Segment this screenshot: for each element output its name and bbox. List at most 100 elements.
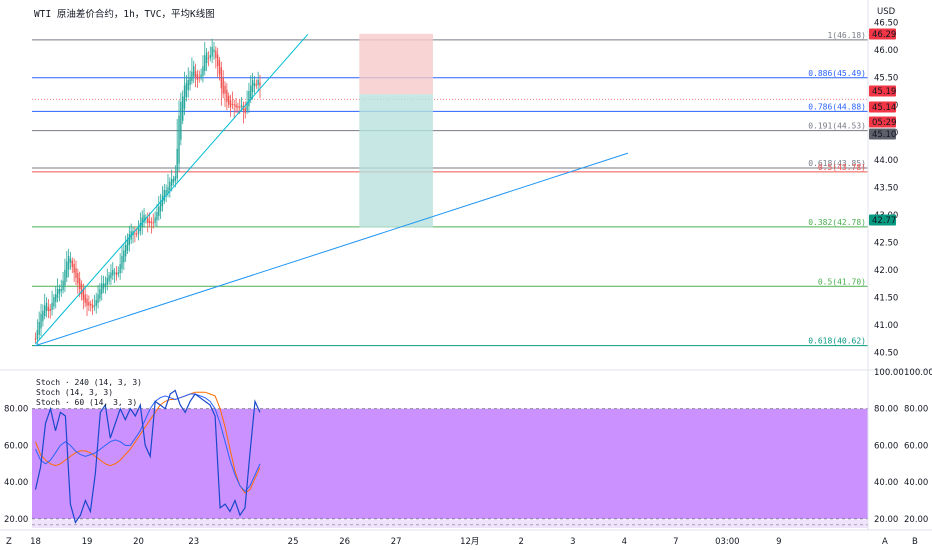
trendline[interactable]: [35, 34, 309, 345]
candle: [191, 57, 193, 85]
candle: [253, 76, 256, 94]
time-tick-label: 19: [82, 537, 93, 547]
candle: [250, 75, 252, 104]
stoch-tick-label-right: 80.00: [904, 405, 928, 415]
candle: [91, 299, 94, 315]
candle: [209, 46, 211, 62]
candle: [93, 295, 96, 311]
time-tick-label: 20: [133, 537, 144, 547]
candle: [187, 67, 189, 98]
short-position-tool[interactable]: [359, 33, 433, 228]
time-tick-label: 23: [188, 537, 199, 547]
price-tick-label: 45.50: [874, 73, 898, 83]
stoch-tick-label-left: 80.00: [4, 405, 28, 415]
price-tag: 42.77: [869, 214, 896, 226]
fib-level-label: 0.5(41.70): [818, 277, 866, 286]
stoch-tick-label-left: 60.00: [4, 441, 28, 451]
stoch-tick-label: 60.00: [874, 441, 898, 451]
candle: [38, 311, 40, 340]
price-tick-label: 41.50: [874, 293, 898, 303]
auto-scale-button[interactable]: A: [882, 537, 888, 547]
fib-level-label: 0.618(43.85): [808, 159, 866, 168]
candle: [159, 193, 162, 219]
candle: [102, 275, 105, 294]
candle: [55, 286, 57, 309]
fib-level-label: 0.786(44.88): [808, 102, 866, 111]
candle: [226, 83, 228, 111]
candle: [185, 75, 188, 102]
candle: [104, 276, 107, 294]
candle: [78, 271, 81, 298]
candle: [106, 268, 108, 291]
stoch-band-fill: [32, 408, 868, 519]
stoch-legend-entry[interactable]: Stoch · 240 (14, 3, 3): [36, 378, 142, 387]
candle: [53, 293, 55, 310]
stochastic-pane: Stoch · 240 (14, 3, 3)Stoch (14, 3, 3)St…: [32, 378, 868, 528]
candle: [237, 102, 239, 114]
candle: [113, 268, 116, 283]
stoch-outer-band: [32, 519, 868, 528]
stoch-tick-label-right: 40.00: [904, 478, 928, 488]
zoom-icon[interactable]: Z: [6, 537, 12, 547]
trendlines[interactable]: [35, 34, 629, 347]
fibonacci-levels[interactable]: [32, 39, 868, 347]
fib-level-label: 0.886(45.49): [808, 69, 866, 78]
price-tag: 45.10: [869, 128, 896, 140]
candle: [128, 225, 131, 252]
stoch-legend-entry[interactable]: Stoch (14, 3, 3): [36, 388, 113, 397]
candle: [213, 42, 215, 60]
time-axis[interactable]: 18 19 20 23 25 26 27 12月 2 3 4 7 03:00 9: [30, 537, 781, 547]
stoch-series-line: [35, 391, 261, 494]
candle: [231, 91, 234, 110]
candle: [196, 69, 199, 88]
time-tick-label: 18: [30, 537, 41, 547]
candle: [58, 284, 61, 302]
candle: [202, 55, 204, 83]
candle: [218, 57, 221, 81]
candle: [259, 74, 261, 99]
candle: [198, 70, 200, 83]
candle: [224, 81, 226, 107]
svg-text:45.19: 45.19: [872, 87, 896, 97]
candle: [119, 253, 121, 280]
bar-mode-button[interactable]: B: [912, 537, 918, 547]
svg-text:45.14: 45.14: [872, 103, 896, 113]
candle: [112, 262, 114, 280]
candle: [183, 71, 186, 116]
stoch-tick-label: 40.00: [874, 478, 898, 488]
svg-text:05:29: 05:29: [872, 118, 897, 128]
candle: [244, 101, 246, 119]
stoch-legend-entry[interactable]: Stoch · 60 (14, 3, 3): [36, 398, 137, 407]
candle: [77, 268, 79, 294]
candle: [207, 51, 210, 67]
time-tick-label: 12月: [460, 537, 479, 547]
candle: [248, 82, 250, 113]
candle: [34, 332, 37, 344]
price-tick-label: 42.50: [874, 238, 898, 248]
target-zone[interactable]: [359, 94, 433, 228]
price-tag: 46.29: [869, 28, 896, 40]
fib-level-label: 0.618(40.62): [808, 337, 866, 346]
candle: [194, 63, 197, 88]
candle: [66, 251, 68, 282]
candlestick-series: [34, 38, 261, 346]
candle: [251, 72, 254, 100]
candle: [178, 100, 180, 172]
stoch-tick-label-left: 40.00: [4, 478, 28, 488]
stop-zone[interactable]: [359, 33, 433, 95]
candle: [255, 79, 257, 89]
stoch-tick-label: 20.00: [874, 515, 898, 525]
candle: [101, 275, 103, 301]
stoch-tick-label-right: 60.00: [904, 441, 928, 451]
candle: [233, 99, 235, 118]
candle: [64, 258, 66, 293]
currency-label: USD: [877, 7, 896, 17]
price-tick-label: 46.00: [874, 46, 898, 56]
price-tags: 46.29 45.19 45.14 05:29 45.10 42.77: [869, 28, 897, 226]
trendline[interactable]: [35, 152, 629, 347]
candle: [124, 235, 127, 262]
candle: [97, 285, 99, 309]
time-tick-label: 4: [622, 537, 627, 547]
candle: [123, 243, 125, 271]
